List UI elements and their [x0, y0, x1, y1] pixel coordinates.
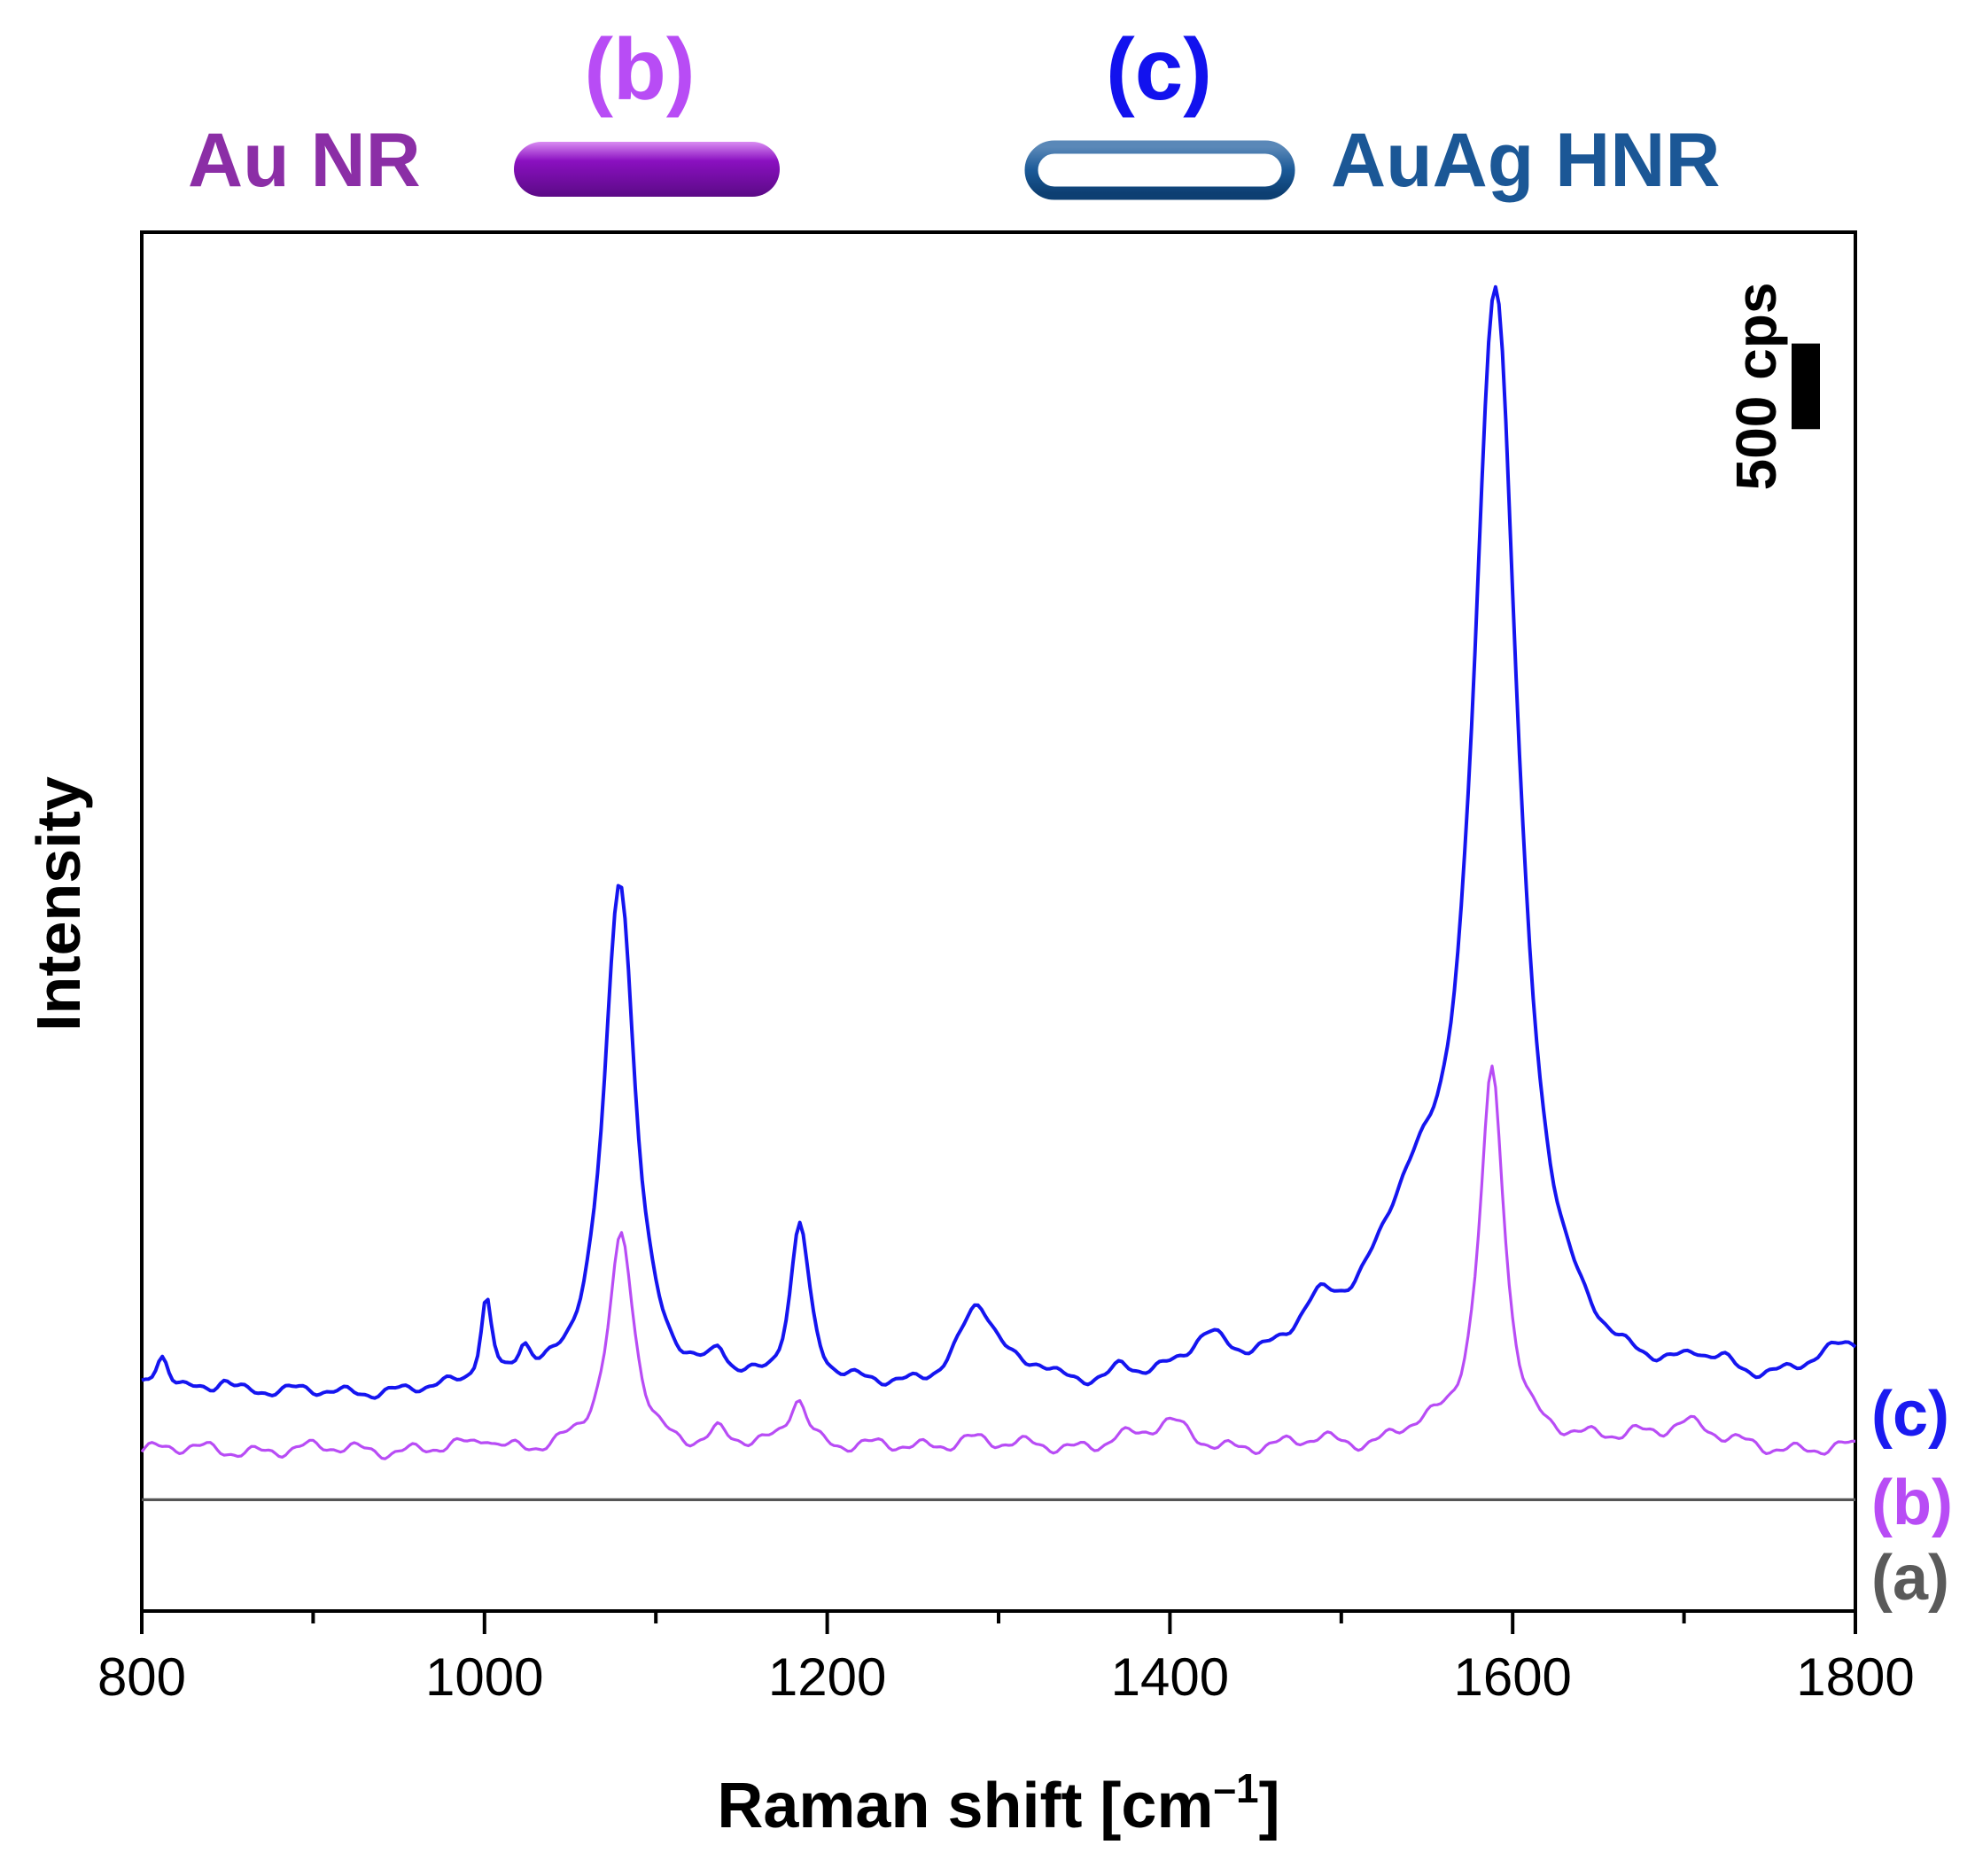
x-tick-label: 800: [97, 1647, 186, 1707]
header-auag-hnr-label: AuAg HNR: [1331, 118, 1721, 203]
header-au-nr-label: Au NR: [188, 118, 421, 203]
scale-bar: [1792, 343, 1820, 430]
header-c-tag: (c): [1106, 20, 1212, 118]
x-axis-title-main: Raman shift [cm: [717, 1771, 1213, 1841]
scale-bar-label: 500 cps: [1724, 283, 1788, 491]
spectrum-line-c: [141, 284, 1857, 1400]
x-tick-label: 1000: [425, 1647, 543, 1707]
x-tick-label: 1400: [1111, 1647, 1229, 1707]
x-tick-label: 1800: [1796, 1647, 1914, 1707]
series-label-a: (a): [1871, 1543, 1949, 1614]
x-axis-title-sup: –1: [1213, 1765, 1258, 1811]
gold-nanorod-icon: [514, 142, 780, 197]
y-axis-title: Intensity: [24, 776, 93, 1031]
x-axis-title: Raman shift [cm–1]: [717, 1765, 1279, 1841]
spectra-lines: [140, 284, 1857, 1502]
series-label-c: (c): [1871, 1379, 1949, 1450]
plot-frame: [140, 230, 1857, 1613]
x-tick-label: 1600: [1453, 1647, 1571, 1707]
series-label-b: (b): [1871, 1467, 1953, 1538]
spectrum-line-b: [140, 1064, 1856, 1460]
x-axis-ticks: 800 1000 1200 1400 1600 1800: [97, 1611, 1915, 1707]
x-axis-title-close: ]: [1259, 1771, 1280, 1841]
hollow-nanorod-icon: [1024, 140, 1295, 200]
series-labels: (a)(b) (c): [1871, 1379, 1953, 1614]
x-tick-label: 1200: [768, 1647, 886, 1707]
header-b-tag: (b): [584, 20, 695, 118]
